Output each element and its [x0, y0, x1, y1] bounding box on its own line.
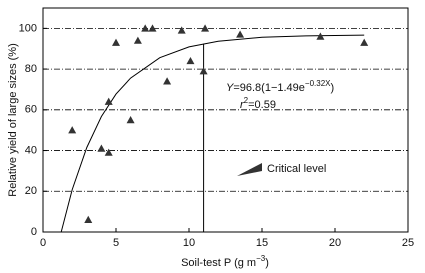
x-label-main: Soil-test P (g m — [181, 257, 256, 269]
r-sup: 2 — [244, 96, 249, 105]
equation: Y=96.8(1−1.49e−0.32X) — [226, 79, 334, 94]
data-point — [141, 24, 150, 32]
data-point — [201, 24, 210, 32]
data-point — [104, 148, 113, 156]
eq-exp: −0.32X — [305, 79, 331, 88]
data-point — [163, 77, 172, 85]
data-point — [199, 67, 208, 75]
data-point — [104, 97, 113, 105]
x-label-close: ) — [265, 257, 269, 269]
eq-close: ) — [331, 82, 335, 94]
y-tick-label: 60 — [25, 104, 37, 116]
data-point — [236, 30, 245, 38]
x-tick-label: 10 — [183, 237, 195, 249]
r-sym: r — [240, 99, 245, 111]
y-tick-label: 0 — [31, 226, 37, 238]
data-point — [316, 32, 325, 40]
data-point — [177, 26, 186, 34]
data-point — [126, 116, 135, 124]
x-tick-label: 0 — [40, 237, 46, 249]
data-point — [97, 144, 106, 152]
x-tick-label: 20 — [329, 237, 341, 249]
x-tick-label: 25 — [402, 237, 414, 249]
data-point — [186, 56, 195, 65]
y-tick-label: 20 — [25, 185, 37, 197]
eq-lhs: Y — [226, 82, 234, 94]
y-axis-label: Relative yield of large sizes (%) — [7, 43, 19, 196]
annotation: Critical level — [267, 163, 326, 175]
r-squared: r2=0.59 — [240, 96, 276, 111]
annotation-arrow — [237, 163, 262, 176]
y-tick-label: 80 — [25, 63, 37, 75]
data-point — [360, 38, 369, 46]
fit-curve — [60, 34, 365, 232]
x-tick-label: 15 — [256, 237, 268, 249]
plot-frame — [42, 7, 409, 233]
x-axis-label: Soil-test P (g m−3) — [181, 254, 269, 269]
data-point — [112, 38, 120, 46]
eq-mid: =96.8(1−1.49e — [233, 82, 305, 94]
r-value: =0.59 — [248, 99, 276, 111]
x-label-sup: −3 — [256, 254, 266, 263]
y-tick-label: 100 — [19, 22, 37, 34]
data-point — [84, 215, 93, 223]
data-point — [68, 126, 77, 134]
data-point — [133, 36, 142, 44]
x-tick-label: 5 — [113, 237, 119, 249]
data-point — [148, 24, 157, 32]
y-tick-label: 40 — [25, 144, 37, 156]
